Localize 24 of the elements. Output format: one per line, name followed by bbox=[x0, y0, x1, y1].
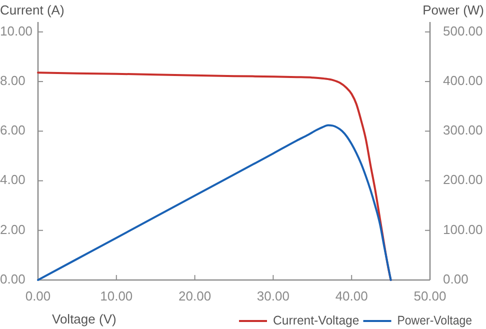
x-tick-label: 20.00 bbox=[178, 288, 212, 304]
y-axis-title: Current (A) bbox=[0, 2, 64, 18]
x-tick-label: 10.00 bbox=[100, 288, 133, 304]
y-tick-label: 10.00 bbox=[0, 23, 33, 38]
y-tick-label: 2.00 bbox=[0, 222, 26, 237]
x-tick-label: 50.00 bbox=[414, 288, 446, 304]
line-series bbox=[37, 124, 392, 281]
y2-tick-label: 300.00 bbox=[443, 122, 483, 138]
y2-tick-label: 200.00 bbox=[443, 172, 483, 188]
legend-label: Power-Voltage bbox=[397, 313, 479, 328]
y-tick-label: 0.00 bbox=[0, 271, 26, 286]
x-tick-label: 40.00 bbox=[335, 288, 368, 304]
y2-tick-label: 0.00 bbox=[443, 271, 468, 286]
y-tick-label: 6.00 bbox=[0, 122, 26, 138]
x-tick-label: 0.00 bbox=[25, 288, 51, 304]
y2-tick-label: 100.00 bbox=[443, 222, 483, 237]
y2-tick-label: 400.00 bbox=[443, 72, 483, 88]
x-axis-title: Voltage (V) bbox=[52, 311, 116, 326]
y-tick-label: 4.00 bbox=[0, 172, 26, 188]
y2-axis-title: Power (W) bbox=[422, 2, 484, 18]
y-tick-label: 8.00 bbox=[0, 72, 26, 88]
legend-label: Current-Voltage bbox=[273, 313, 361, 328]
y2-tick-label: 500.00 bbox=[443, 23, 483, 38]
x-tick-label: 30.00 bbox=[256, 288, 290, 304]
